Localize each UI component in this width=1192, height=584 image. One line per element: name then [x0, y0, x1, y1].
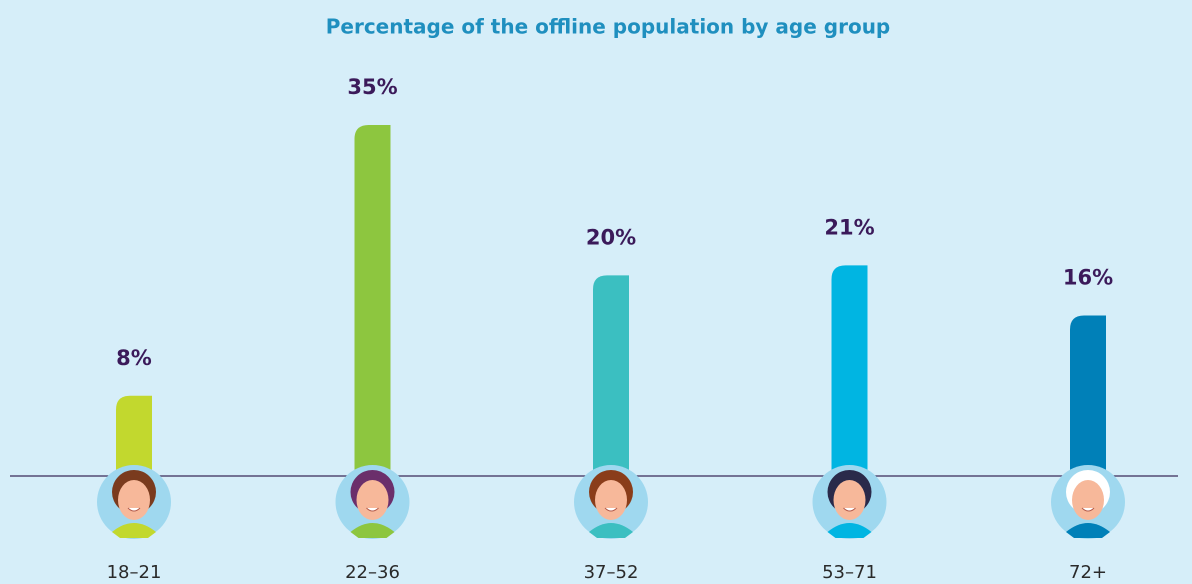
avatar-face: [595, 480, 627, 520]
avatar-smile: [366, 507, 379, 512]
avatar-face: [1072, 480, 1104, 520]
avatar: [1051, 465, 1125, 539]
value-label: 16%: [1063, 266, 1113, 290]
avatar-body: [827, 523, 872, 538]
avatar: [335, 465, 410, 539]
avatar-body: [1066, 523, 1110, 538]
bar: [593, 275, 629, 476]
value-label: 21%: [824, 215, 874, 239]
bar: [1070, 315, 1106, 476]
bars: [116, 125, 1106, 476]
value-label: 35%: [347, 75, 397, 99]
avatar: [574, 465, 648, 539]
bar: [116, 395, 152, 476]
value-label: 8%: [116, 346, 152, 370]
avatar: [97, 465, 171, 539]
bar: [831, 265, 868, 476]
x-tick-label: 72+: [1069, 562, 1107, 583]
avatar-smile: [843, 507, 856, 512]
avatar-body: [350, 523, 395, 538]
avatars-and-labels: 8% 18–21 35% 22–36 20% 37–52 21% 53–71 16% 72+: [97, 75, 1125, 583]
avatar-smile: [127, 507, 141, 512]
avatar-face: [356, 480, 389, 520]
value-label: 20%: [586, 225, 636, 249]
avatar-face: [833, 480, 866, 520]
x-tick-label: 22–36: [345, 562, 400, 583]
x-tick-label: 37–52: [584, 562, 639, 583]
avatar: [812, 465, 887, 539]
avatar-body: [112, 523, 156, 538]
avatar-body: [589, 523, 633, 538]
avatar-smile: [604, 507, 618, 512]
bar: [354, 125, 391, 476]
x-tick-label: 18–21: [107, 562, 162, 583]
chart-title: Percentage of the offline population by …: [326, 15, 891, 39]
avatar-smile: [1081, 507, 1095, 512]
x-tick-label: 53–71: [822, 562, 877, 583]
avatar-face: [118, 480, 150, 520]
